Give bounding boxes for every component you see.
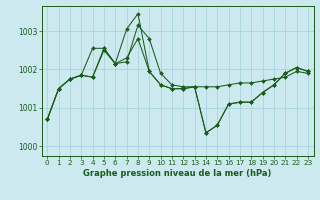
X-axis label: Graphe pression niveau de la mer (hPa): Graphe pression niveau de la mer (hPa) xyxy=(84,169,272,178)
